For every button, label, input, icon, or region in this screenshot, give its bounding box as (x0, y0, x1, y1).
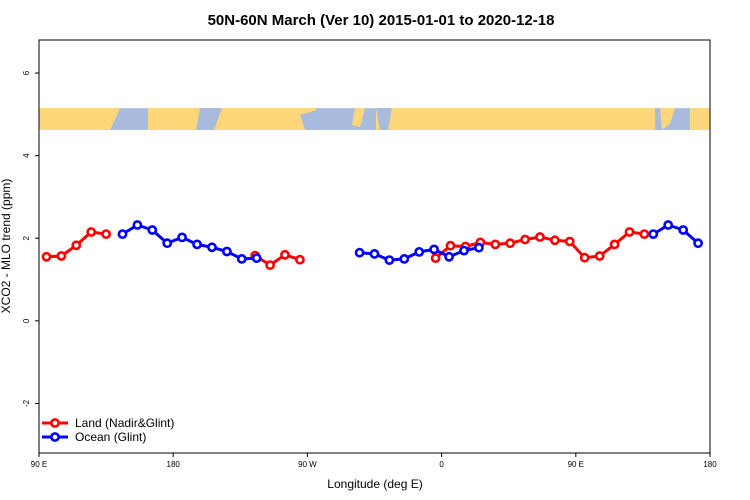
data-point-ocean (414, 246, 425, 257)
y-tick-label: 0 (22, 318, 31, 323)
series-line-land (254, 253, 301, 267)
data-point-ocean (221, 246, 232, 257)
data-point-ocean (663, 220, 674, 230)
data-point-ocean (444, 251, 454, 262)
data-point-land (579, 252, 590, 263)
series-ocean (117, 220, 703, 265)
series-line-ocean (652, 223, 700, 245)
data-point-land (280, 249, 290, 260)
data-point-ocean (369, 248, 380, 259)
y-tick-label: 6 (22, 70, 31, 75)
map-land-north-america (148, 108, 316, 131)
y-axis-label: XCO2 - MLO trend (ppm) (0, 179, 13, 314)
map-land-kamchatka (110, 108, 120, 131)
data-point-land (490, 239, 501, 250)
x-axis: 90 E 180 90 W 0 90 E 180 (31, 453, 717, 469)
world-map-strip (39, 108, 710, 131)
data-point-ocean (678, 225, 689, 235)
data-point-ocean (162, 238, 173, 249)
data-point-ocean (384, 255, 395, 265)
x-axis-label: Longitude (deg E) (327, 477, 422, 491)
data-point-land (56, 251, 67, 261)
data-point-land (445, 240, 456, 251)
data-point-ocean (473, 242, 484, 253)
data-point-ocean (236, 253, 247, 264)
map-land-far-east (690, 108, 710, 131)
data-point-ocean (399, 253, 410, 264)
data-point-ocean (192, 239, 202, 250)
legend: Land (Nadir&Glint)Ocean (Glint) (42, 416, 174, 444)
data-point-land (265, 260, 275, 270)
data-point-ocean (459, 245, 469, 256)
data-point-land (71, 240, 82, 251)
data-point-land (520, 234, 530, 245)
data-point-land (639, 229, 650, 239)
plot-frame (38, 39, 711, 454)
series-layer (41, 220, 703, 270)
data-point-ocean (132, 220, 143, 230)
data-point-ocean (354, 247, 365, 258)
x-tick-label: 180 (703, 460, 717, 469)
y-tick-label: 4 (22, 153, 31, 158)
y-tick-label: 2 (22, 235, 31, 240)
chart-title: 50N-60N March (Ver 10) 2015-01-01 to 202… (208, 12, 555, 29)
y-axis: -2 0 2 4 6 (22, 70, 39, 407)
x-tick-label: 90 E (31, 460, 47, 469)
legend-label-ocean: Ocean (Glint) (75, 430, 146, 444)
map-water-gulf (196, 108, 222, 131)
data-point-land (609, 239, 620, 250)
data-point-ocean (177, 232, 187, 243)
data-point-ocean (117, 229, 128, 239)
data-point-land (624, 227, 635, 237)
map-water-hudson (300, 110, 316, 131)
x-tick-label: 90 W (298, 460, 317, 469)
data-point-land (41, 251, 52, 262)
map-water-north-sea (376, 108, 392, 131)
legend-marker-ocean (50, 432, 60, 442)
data-point-land (294, 254, 305, 265)
data-point-ocean (207, 242, 217, 253)
map-land-asia (39, 108, 110, 131)
data-point-ocean (429, 244, 439, 255)
map-land-east (660, 108, 675, 131)
x-tick-label: 180 (167, 460, 181, 469)
x-tick-label: 0 (439, 460, 444, 469)
y-tick-label: -2 (22, 399, 31, 407)
legend-label-land: Land (Nadir&Glint) (75, 416, 174, 430)
data-point-ocean (693, 238, 703, 249)
map-land-eurasia (376, 108, 655, 131)
data-point-land (564, 236, 575, 247)
series-land (41, 227, 650, 270)
data-point-land (594, 251, 605, 261)
data-point-ocean (147, 225, 158, 235)
data-point-ocean (648, 229, 659, 239)
data-point-ocean (251, 253, 262, 263)
map-land-britain (352, 108, 365, 128)
series-line-ocean (121, 223, 257, 261)
data-point-land (86, 227, 97, 237)
legend-marker-land (50, 418, 60, 428)
data-point-land (101, 229, 111, 239)
data-point-land (550, 235, 560, 246)
data-point-land (430, 253, 441, 263)
data-point-land (535, 232, 545, 242)
x-tick-label: 90 E (568, 460, 584, 469)
data-point-land (505, 238, 516, 249)
